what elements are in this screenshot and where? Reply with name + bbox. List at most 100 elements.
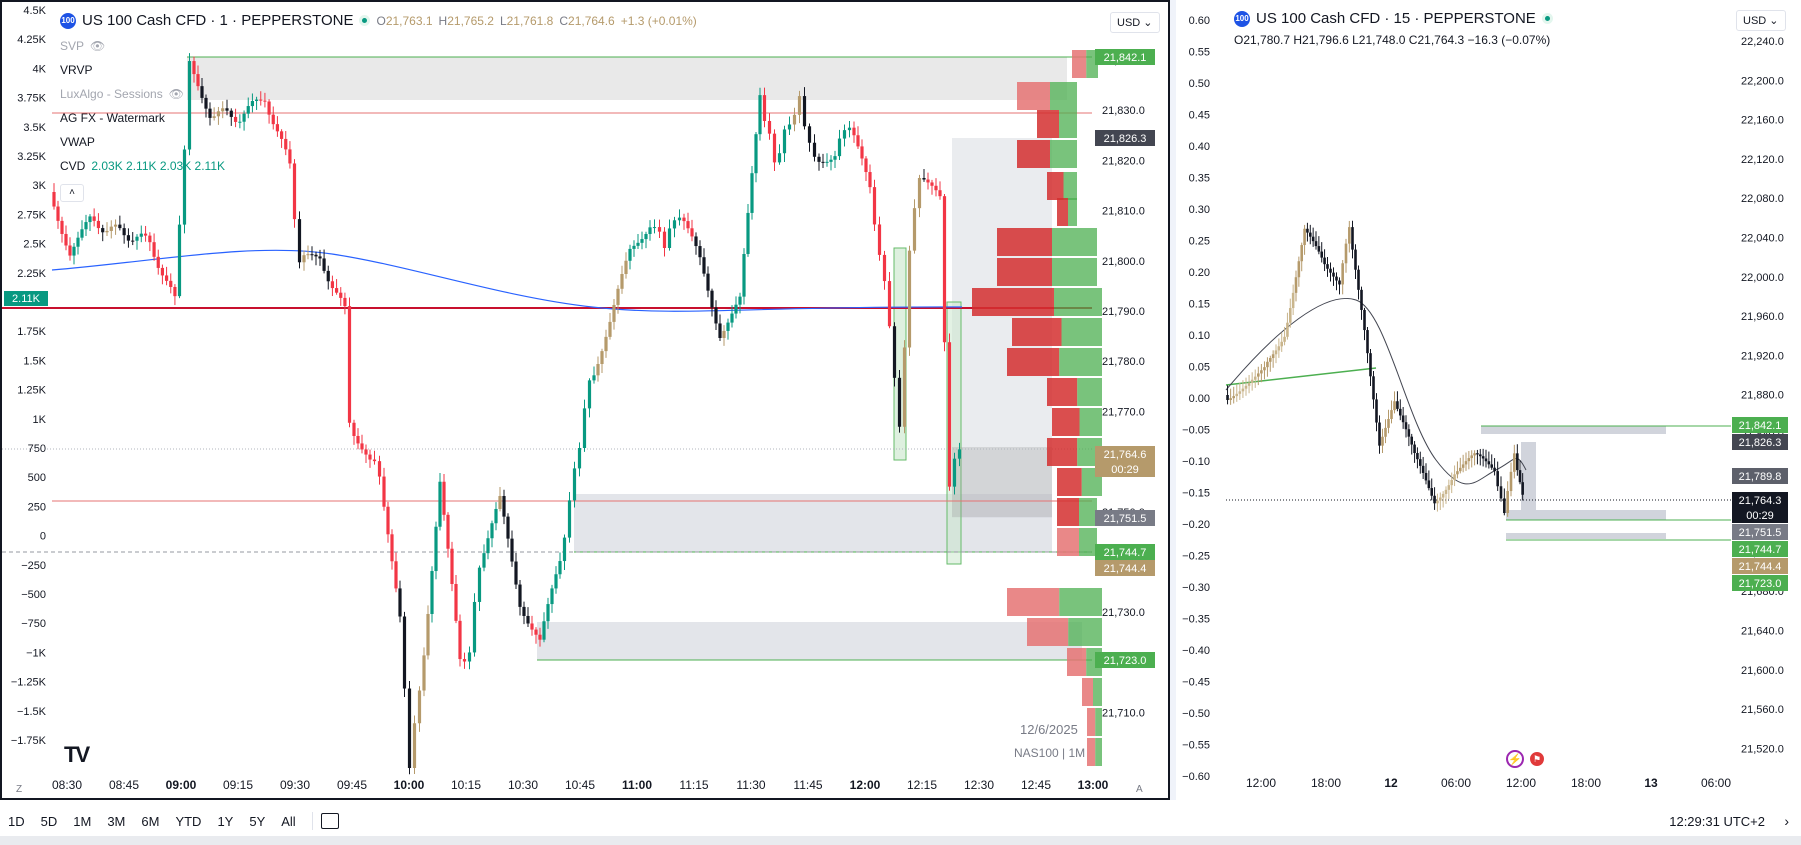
market-open-icon[interactable] [359, 15, 370, 26]
indicator-vwap[interactable]: VWAP [60, 135, 95, 149]
candle-body [1500, 486, 1503, 498]
volume-profile-bar [1017, 140, 1050, 168]
candle-body [943, 196, 946, 342]
tradingview-logo[interactable]: TV [64, 742, 88, 768]
indicator-cvd[interactable]: CVD 2.03K 2.11K 2.03K 2.11K [60, 159, 225, 173]
time-axis-label: 09:30 [280, 778, 310, 792]
chevron-right-icon[interactable]: › [1784, 813, 1789, 829]
range-1y-button[interactable]: 1Y [209, 814, 241, 829]
candle-body [276, 124, 279, 131]
candle-body [208, 109, 211, 118]
eye-hidden-icon[interactable]: 👁 [169, 87, 184, 101]
eye-hidden-icon[interactable]: 👁 [90, 39, 105, 53]
left-chart-panel[interactable]: 4.5K 4.25K 4K 3.75K 3.5K 3.25K 3K 2.75K 2.5K 2.25… [0, 0, 1170, 800]
indicator-luxalgo-sessions[interactable]: LuxAlgo - Sessions 👁 [60, 87, 184, 101]
time-axis-label: 11:30 [736, 778, 765, 792]
candle-body [1430, 488, 1433, 496]
indicator-vrvp[interactable]: VRVP [60, 63, 92, 77]
price-axis-label: 21,710.0 [1102, 708, 1145, 720]
flash-event-icon[interactable]: ⚡ [1506, 750, 1524, 768]
clock-readout[interactable]: 12:29:31 UTC+2 [1669, 814, 1765, 829]
candle-body [390, 534, 393, 561]
volume-profile-bar [1012, 318, 1062, 346]
time-axis-label: 11:45 [793, 778, 822, 792]
candle-body [678, 218, 681, 221]
market-open-icon[interactable] [1542, 13, 1553, 24]
cvd-badge-text: 2.11K [12, 293, 41, 305]
timezone-toggle-button[interactable]: Z [16, 784, 22, 795]
candle-body [1506, 491, 1509, 513]
pane-separator[interactable] [1170, 0, 1176, 800]
candle-body [550, 588, 553, 604]
time-axis-label: 18:00 [1311, 776, 1341, 790]
time-axis-label: 11:15 [679, 778, 708, 792]
candle-body [169, 281, 172, 287]
indicator-svp[interactable]: SVP 👁 [60, 39, 105, 53]
candle-body [1272, 354, 1275, 358]
zone [1481, 426, 1666, 434]
right-currency-select[interactable]: USD ⌄ [1736, 10, 1786, 31]
candle-body [546, 604, 549, 621]
range-ytd-button[interactable]: YTD [167, 814, 209, 829]
cvd-axis-label: 2.25K [17, 268, 46, 280]
volume-profile-bar [1047, 438, 1077, 466]
calendar-icon[interactable] [321, 813, 339, 829]
candle-body [498, 496, 501, 509]
candle-body [583, 408, 586, 448]
candle-body [1465, 461, 1468, 464]
range-all-button[interactable]: All [273, 814, 303, 829]
right-chart-panel[interactable]: 0.60 0.55 0.50 0.45 0.40 0.35 0.30 0.25 0.20 0.15… [1176, 0, 1801, 800]
indicator-ag-fx-watermark[interactable]: AG FX - Watermark [60, 111, 165, 125]
volume-profile-bar [1057, 468, 1082, 496]
cvd-axis-label: 3.75K [17, 93, 46, 105]
candle-body [403, 617, 406, 689]
symbol-logo-icon[interactable]: 100 [60, 13, 76, 29]
left-chart-canvas[interactable]: 4.5K 4.25K 4K 3.75K 3.5K 3.25K 3K 2.75K 2.5K 2.25… [2, 2, 1172, 802]
candle-body [620, 274, 623, 289]
candle-body [255, 100, 258, 101]
price-tag-text: 21,842.1 [1739, 420, 1782, 432]
range-5d-button[interactable]: 5D [33, 814, 66, 829]
volume-profile-bar [1068, 618, 1102, 646]
candle-body [1453, 474, 1456, 480]
range-5y-button[interactable]: 5Y [241, 814, 273, 829]
range-1d-button[interactable]: 1D [0, 814, 33, 829]
range-3m-button[interactable]: 3M [99, 814, 133, 829]
candle-body [616, 289, 619, 305]
volume-profile-bar [1017, 82, 1050, 110]
candle-body [1326, 264, 1329, 269]
candle-body [458, 621, 461, 659]
candle-body [624, 261, 627, 274]
volume-profile-bar [1054, 288, 1102, 316]
volume-profile-bar [1052, 258, 1097, 286]
left-chart-header: 100 US 100 Cash CFD · 1 · PEPPERSTONE O2… [60, 12, 697, 29]
candle-body [378, 461, 381, 476]
candle-body [368, 455, 371, 460]
candle-body [76, 238, 79, 247]
event-icons[interactable]: ⚡ ⚑ [1506, 750, 1546, 768]
candle-body [1341, 263, 1344, 284]
collapse-legend-button[interactable]: ˄ [60, 184, 84, 202]
range-6m-button[interactable]: 6M [133, 814, 167, 829]
candle-body [1513, 453, 1516, 471]
auto-scale-button[interactable]: A [1136, 784, 1143, 795]
left-chart-title[interactable]: US 100 Cash CFD · 1 · PEPPERSTONE [82, 12, 353, 29]
candle-body [573, 468, 576, 500]
right-chart-title[interactable]: US 100 Cash CFD · 15 · PEPPERSTONE [1256, 10, 1536, 27]
right-chart-canvas[interactable]: 0.60 0.55 0.50 0.45 0.40 0.35 0.30 0.25 0.20 0.15… [1176, 0, 1801, 800]
us-flag-event-icon[interactable]: ⚑ [1528, 750, 1546, 768]
price-axis-label: 21,880.0 [1741, 390, 1784, 402]
left-currency-select[interactable]: USD ⌄ [1110, 12, 1160, 33]
symbol-logo-icon[interactable]: 100 [1234, 11, 1250, 27]
candle-body [426, 614, 429, 655]
watermark-date: 12/6/2025 [1020, 722, 1078, 737]
cvd-axis-label: 1.25K [17, 385, 46, 397]
range-1m-button[interactable]: 1M [65, 814, 99, 829]
candle-body [1232, 396, 1235, 398]
price-tag-text: 21,826.3 [1739, 437, 1782, 449]
price-axis-label: 21,810.0 [1102, 206, 1145, 218]
candle-body [302, 255, 305, 262]
candle-body [1360, 290, 1363, 310]
cvd-axis-label: 0 [40, 531, 46, 543]
candle-body [430, 571, 433, 614]
